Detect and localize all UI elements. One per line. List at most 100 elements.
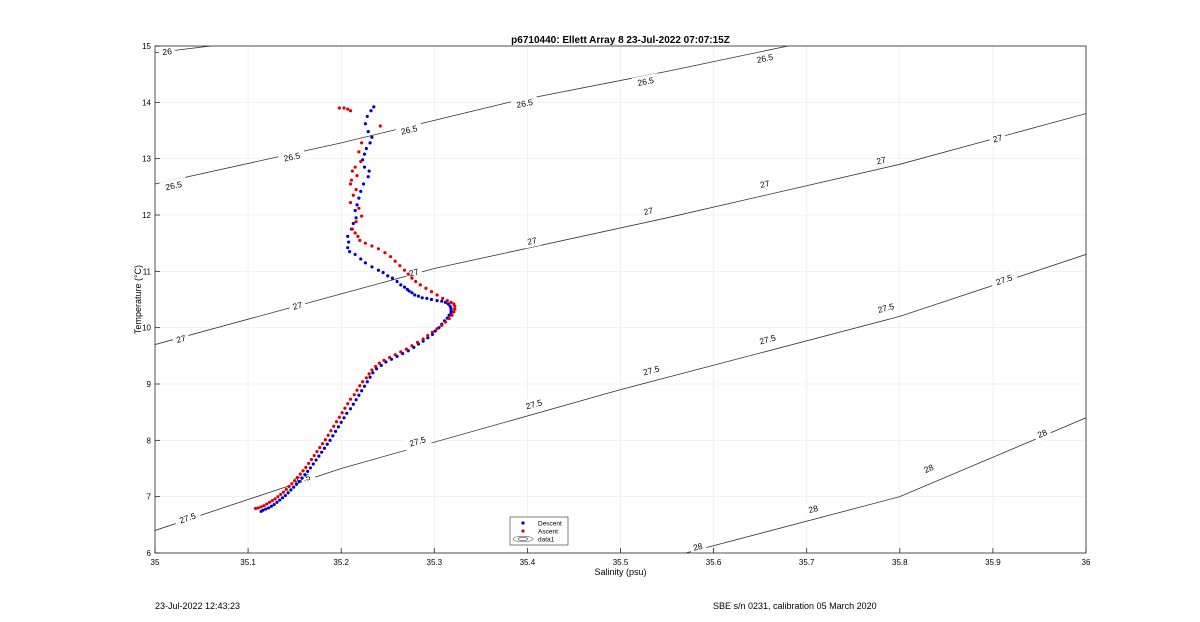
data-point-descent <box>300 476 304 480</box>
data-point-descent <box>362 165 367 169</box>
data-point-descent <box>346 234 350 239</box>
y-tick-label: 14 <box>142 98 151 107</box>
data-point-ascent <box>352 393 356 397</box>
density-contours: 26 26.5 26.5 26.5 26.5 26.5 26.5 27 27 27 27 27 27 27… <box>155 46 1086 553</box>
data-point-descent <box>449 306 453 311</box>
data-point-descent <box>429 297 434 302</box>
data-point-ascent <box>304 465 308 469</box>
data-point-descent <box>363 261 368 265</box>
data-point-descent <box>371 371 375 375</box>
axis-ticks: 35 35.1 35.2 35.3 35.4 35.5 35.6 35.7 35.8 35.9 36… <box>142 42 1091 567</box>
data-point-ascent <box>415 340 420 344</box>
contour-label: 28 <box>1036 427 1049 440</box>
data-point-ascent <box>452 310 456 314</box>
data-point-descent <box>370 265 374 269</box>
data-point-descent <box>364 146 368 151</box>
data-point-ascent <box>253 506 258 511</box>
data-point-descent <box>283 493 287 498</box>
x-tick-label: 35.2 <box>333 558 349 567</box>
contour-label-bg <box>510 95 539 112</box>
contour-label: 26.5 <box>164 179 183 192</box>
data-point-ascent <box>356 234 360 239</box>
data-point-ascent <box>453 304 457 308</box>
footer-calibration: SBE s/n 0231, calibration 05 March 2020 <box>713 601 877 611</box>
contour-label: 27 <box>408 266 420 278</box>
contour-label: 27 <box>992 132 1004 144</box>
data-point-descent <box>353 252 357 257</box>
contour-label: 28 <box>692 541 704 553</box>
contour-label-bg <box>803 501 823 517</box>
contour-label-bg <box>688 538 708 553</box>
data-point-ascent <box>358 384 362 388</box>
data-point-ascent <box>262 504 266 508</box>
data-point-ascent <box>357 150 361 154</box>
data-point-ascent <box>426 333 430 338</box>
y-tick-label: 10 <box>142 324 151 333</box>
contour-line <box>155 254 1086 531</box>
y-tick-label: 11 <box>143 267 152 276</box>
contour-label-bg <box>918 459 939 478</box>
contour-label-bg <box>395 121 424 139</box>
data-point-ascent <box>406 272 410 276</box>
data-point-descent <box>347 250 352 254</box>
data-point-ascent <box>348 109 353 113</box>
data-point-ascent <box>374 364 378 369</box>
data-point-ascent <box>363 241 368 245</box>
contour-label-bg <box>755 176 774 192</box>
data-point-descent <box>297 479 301 484</box>
data-point-ascent <box>355 388 359 392</box>
data-point-ascent <box>418 283 422 287</box>
data-point-ascent <box>393 259 397 263</box>
data-point-descent <box>366 130 370 134</box>
data-point-ascent <box>340 411 344 415</box>
data-point-descent <box>325 442 329 446</box>
data-point-descent <box>292 485 296 489</box>
data-point-descent <box>433 329 437 333</box>
data-point-ascent <box>430 330 435 334</box>
x-axis-label: Salinity (psu) <box>594 567 646 577</box>
data-point-ascent <box>323 438 327 442</box>
legend-contour-icon <box>517 537 529 541</box>
data-point-ascent <box>346 107 350 111</box>
data-point-descent <box>402 285 407 289</box>
data-point-descent <box>303 473 307 477</box>
data-point-descent <box>346 246 350 250</box>
contour-label-bg <box>277 148 306 166</box>
data-point-ascent <box>450 313 454 317</box>
data-point-ascent <box>355 173 359 178</box>
data-point-descent <box>376 268 381 272</box>
data-point-ascent <box>267 500 272 504</box>
data-point-descent <box>259 509 263 513</box>
contour-label-bg <box>522 233 542 249</box>
contour-label-bg <box>989 269 1019 290</box>
data-point-ascent <box>350 227 354 231</box>
contour-label: 26.5 <box>756 52 775 65</box>
data-point-ascent <box>334 420 339 424</box>
data-point-descent <box>345 411 349 415</box>
data-point-descent <box>354 216 358 220</box>
data-point-ascent <box>453 307 457 311</box>
contour-label-bg <box>871 298 900 318</box>
x-tick-label: 35.3 <box>427 558 443 567</box>
contour-line <box>155 46 789 185</box>
data-point-descent <box>289 488 293 492</box>
data-point-descent <box>314 458 318 462</box>
contour-label: 27 <box>875 154 887 166</box>
contour-label-bg <box>750 49 779 67</box>
data-point-descent <box>308 466 313 470</box>
data-point-descent <box>420 296 424 300</box>
data-point-descent <box>381 270 385 275</box>
data-point-ascent <box>377 361 381 365</box>
data-point-descent <box>390 276 395 280</box>
contour-label: 27.5 <box>408 434 427 448</box>
data-point-descent <box>416 294 421 298</box>
data-point-ascent <box>421 337 425 341</box>
data-point-ascent <box>315 450 319 454</box>
data-point-ascent <box>361 380 365 384</box>
data-point-ascent <box>404 347 408 351</box>
data-point-descent <box>399 283 403 287</box>
data-point-ascent <box>354 188 358 192</box>
data-point-ascent <box>265 502 269 506</box>
contour-line <box>685 417 1086 553</box>
data-point-descent <box>360 389 364 393</box>
